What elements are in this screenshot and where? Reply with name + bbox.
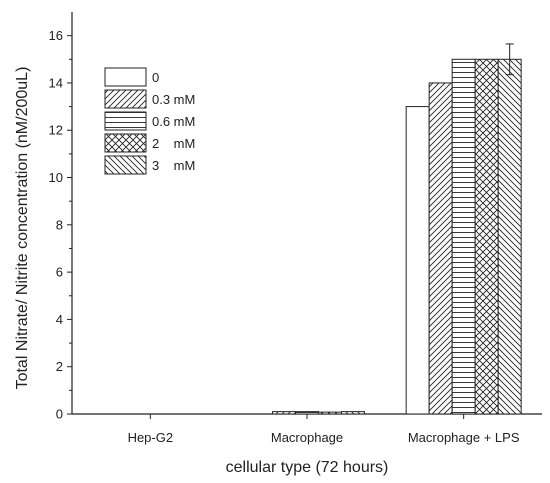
bar — [341, 411, 365, 415]
legend-label: 2 mM — [152, 136, 195, 151]
x-tick-label: Macrophage — [271, 430, 343, 445]
bar — [497, 58, 522, 415]
x-tick-label: Macrophage + LPS — [408, 430, 520, 445]
axes: 0 2 4 6 8 10 12 14 16 Hep-G2 Macrophage Macrophage … — [49, 12, 542, 445]
x-tick-label: Hep-G2 — [128, 430, 174, 445]
bar — [272, 411, 296, 415]
x-axis-title: cellular type (72 hours) — [226, 459, 389, 476]
bar — [405, 106, 430, 415]
legend-swatch — [104, 89, 147, 109]
legend-label: 0.3 mM — [152, 92, 195, 107]
y-tick-label: 4 — [56, 312, 63, 327]
bar — [295, 411, 319, 415]
legend-label: 3 mM — [152, 158, 195, 173]
y-tick-label: 10 — [49, 170, 63, 185]
legend-label: 0 — [152, 70, 159, 85]
legend-label: 0.6 mM — [152, 114, 195, 129]
legend-swatch — [104, 111, 147, 131]
legend-swatch — [104, 67, 147, 87]
y-tick-label: 6 — [56, 265, 63, 280]
legend-swatch — [104, 155, 147, 175]
bars — [272, 43, 522, 415]
y-tick-label: 2 — [56, 359, 63, 374]
y-tick-label: 0 — [56, 407, 63, 422]
y-axis-title: Total Nitrate/ Nitrite concentration (nM… — [14, 67, 31, 390]
legend: 0 0.3 mM 0.6 mM 2 mM 3 mM — [104, 67, 195, 175]
bar — [318, 411, 342, 415]
y-tick-label: 12 — [49, 123, 63, 138]
y-tick-label: 16 — [49, 28, 63, 43]
legend-swatch — [104, 133, 147, 153]
y-tick-label: 14 — [49, 75, 63, 90]
y-tick-label: 8 — [56, 217, 63, 232]
bar — [428, 82, 453, 415]
bar — [451, 58, 476, 415]
bar — [474, 58, 499, 415]
